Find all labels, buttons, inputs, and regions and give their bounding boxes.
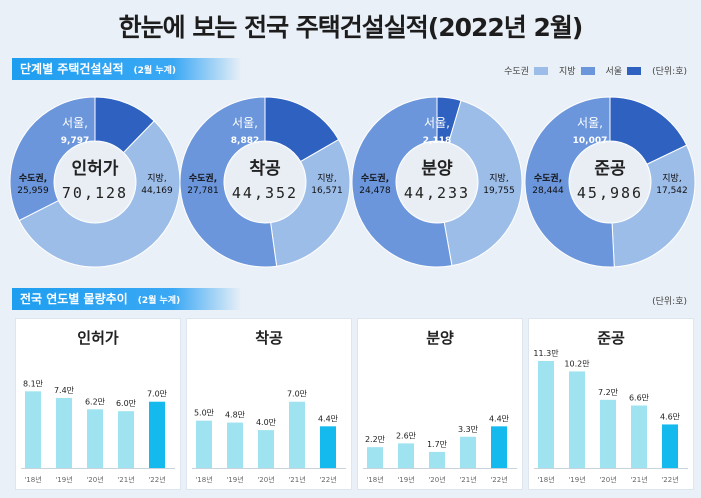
legend-label-province: 지방 bbox=[558, 67, 576, 77]
section-header-stage-sub: (2월 누계) bbox=[133, 66, 177, 76]
section-header-stage: 단계별 주택건설실적 (2월 누계) bbox=[12, 58, 242, 80]
legend-unit: (단위:호) bbox=[652, 67, 687, 77]
donut-label-seoul: 서울, bbox=[424, 116, 450, 130]
donut-value-capital: 24,478 bbox=[359, 186, 391, 196]
section-header-stage-label: 단계별 주택건설실적 bbox=[20, 62, 124, 76]
donut-hole bbox=[56, 143, 134, 221]
donut-title: 인허가 bbox=[72, 159, 119, 179]
legend-label-capital: 수도권 bbox=[504, 67, 529, 77]
donut-slice-province bbox=[443, 99, 523, 267]
donut-label-capital: 수도권, bbox=[361, 172, 389, 184]
section-header-yearly-sub: (2월 누계) bbox=[137, 296, 181, 306]
donut-total: 44,233 bbox=[404, 184, 470, 202]
donut-label-seoul: 서울, bbox=[232, 116, 258, 130]
donut-label-province: 지방, bbox=[489, 173, 508, 184]
donut-total: 44,352 bbox=[232, 184, 298, 202]
bar-unit-label: (단위:호) bbox=[652, 297, 687, 307]
donut-title: 착공 bbox=[249, 159, 281, 179]
bar-panel-permit bbox=[15, 318, 181, 490]
bar-panel-completion bbox=[528, 318, 694, 490]
donut-value-seoul: 2,118 bbox=[423, 136, 451, 146]
donut-slice-capital bbox=[9, 96, 96, 222]
page-title: 한눈에 보는 전국 주택건설실적(2022년 2월) bbox=[118, 13, 584, 42]
donut-label-province: 지방, bbox=[662, 173, 681, 184]
donut-value-capital: 28,444 bbox=[532, 186, 564, 196]
donut-label-capital: 수도권, bbox=[19, 172, 47, 184]
donut-value-seoul: 10,007 bbox=[573, 136, 608, 146]
donut-total: 70,128 bbox=[62, 184, 128, 202]
donut-hole bbox=[226, 143, 304, 221]
donut-slice-province bbox=[611, 144, 696, 268]
bar-panel-sale bbox=[357, 318, 523, 490]
donut-label-province: 지방, bbox=[317, 173, 336, 184]
section-header-yearly: 전국 연도별 물량추이 (2월 누계) bbox=[12, 288, 242, 310]
donut-value-seoul: 8,882 bbox=[231, 136, 259, 146]
legend-swatch-capital bbox=[533, 66, 548, 75]
donut-value-capital: 27,781 bbox=[187, 186, 219, 196]
donut-label-seoul: 서울, bbox=[577, 116, 603, 130]
legend-swatch-province bbox=[580, 66, 595, 75]
section-header-yearly-label: 전국 연도별 물량추이 bbox=[20, 292, 128, 306]
donut-value-capital: 25,959 bbox=[17, 186, 49, 196]
donut-total: 45,986 bbox=[577, 184, 643, 202]
legend-swatch-seoul bbox=[627, 66, 642, 75]
legend-label-seoul: 서울 bbox=[605, 67, 623, 77]
donut-slice-province bbox=[270, 138, 351, 267]
donut-legend: 수도권 지방 서울 (단위:호) bbox=[504, 64, 687, 77]
donut-label-capital: 수도권, bbox=[189, 172, 217, 184]
donut-value-province: 44,169 bbox=[141, 186, 173, 196]
bar-panel-start bbox=[186, 318, 352, 490]
donut-slice-capital bbox=[179, 96, 278, 268]
donut-hole bbox=[571, 143, 649, 221]
donut-slice-province bbox=[18, 120, 181, 268]
donut-value-province: 16,571 bbox=[311, 186, 343, 196]
donut-label-province: 지방, bbox=[147, 173, 166, 184]
donut-value-province: 17,542 bbox=[656, 186, 688, 196]
donut-label-seoul: 서울, bbox=[62, 116, 88, 130]
donut-charts: 인허가 70,128 서울, 9,797 지방, 44,169 수도권, 25,959 착공 44… bbox=[9, 96, 696, 268]
donut-label-capital: 수도권, bbox=[534, 172, 562, 184]
donut-value-seoul: 9,797 bbox=[61, 136, 89, 146]
donut-value-province: 19,755 bbox=[483, 186, 515, 196]
donut-hole bbox=[398, 143, 476, 221]
donut-title: 준공 bbox=[594, 159, 626, 179]
donut-slice-capital bbox=[524, 96, 615, 268]
donut-slice-capital bbox=[351, 96, 453, 268]
donut-title: 분양 bbox=[421, 159, 453, 179]
